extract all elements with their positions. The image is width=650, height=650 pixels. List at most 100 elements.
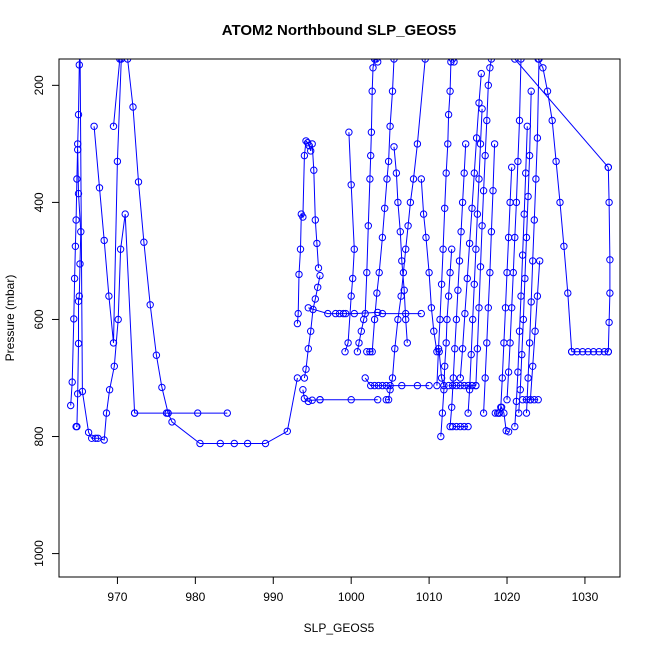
data-point [391, 345, 399, 353]
x-axis: 970 980 990 1000 1010 1020 1030 [107, 577, 599, 604]
data-point [368, 348, 376, 356]
data-point [331, 309, 340, 318]
data-point [324, 309, 332, 318]
data-point [487, 59, 496, 63]
data-point [508, 163, 516, 172]
data-point [438, 409, 447, 417]
series-line [475, 59, 492, 386]
data-point [109, 122, 118, 131]
data-point [481, 151, 489, 160]
data-point [372, 59, 380, 63]
series-line [356, 59, 379, 352]
data-point [152, 351, 161, 359]
data-point [146, 301, 154, 309]
data-point [417, 309, 425, 318]
data-point [522, 233, 531, 242]
data-point [299, 386, 307, 394]
data-point [388, 87, 397, 95]
data-point [436, 315, 444, 324]
data-point [316, 271, 324, 280]
data-point [455, 257, 464, 265]
data-point [508, 304, 516, 312]
data-point [479, 187, 488, 195]
data-point [196, 439, 204, 448]
data-point [71, 242, 80, 251]
data-point [67, 401, 75, 410]
data-point [310, 166, 318, 174]
data-point [363, 268, 371, 277]
data-point [367, 381, 375, 390]
data-point [383, 175, 391, 183]
data-point [516, 386, 524, 394]
data-point [448, 422, 457, 431]
data-point [449, 374, 457, 382]
data-point [400, 286, 408, 294]
data-point [84, 428, 93, 437]
data-point [296, 245, 305, 253]
data-point [475, 304, 483, 312]
data-point [448, 59, 457, 63]
series-line [70, 59, 136, 441]
data-point [357, 327, 365, 335]
data-point [475, 175, 483, 183]
data-point [512, 198, 521, 207]
data-point [102, 409, 111, 417]
data-point [413, 140, 422, 148]
x-tick-label: 1000 [338, 590, 365, 604]
series-line [386, 59, 426, 401]
data-point [130, 409, 139, 417]
chart-title: ATOM2 Northbound SLP_GEOS5 [222, 22, 456, 39]
data-point [361, 374, 369, 382]
data-point [452, 315, 461, 324]
series-line [364, 377, 430, 387]
data-point [531, 327, 539, 335]
data-point [140, 238, 148, 246]
data-point [302, 365, 310, 373]
data-point [532, 175, 540, 183]
series-line [514, 126, 528, 427]
x-axis-label: SLP_GEOS5 [304, 621, 375, 635]
data-point [476, 263, 485, 271]
series-line [436, 59, 455, 386]
data-point [307, 147, 315, 155]
data-point [373, 289, 381, 297]
series-line [506, 59, 522, 400]
data-point [568, 348, 576, 356]
data-point [543, 87, 552, 95]
data-point [589, 348, 598, 356]
data-point [419, 210, 428, 218]
data-point [460, 422, 468, 431]
data-point [406, 198, 415, 207]
series-line [308, 307, 422, 315]
plot-area [67, 59, 614, 448]
data-point [530, 216, 538, 224]
data-point [483, 116, 491, 125]
data-point [374, 59, 382, 66]
data-point [367, 128, 376, 136]
data-point [390, 143, 398, 151]
data-point [440, 386, 448, 394]
data-point [370, 381, 379, 390]
data-point [243, 439, 252, 448]
data-point [443, 315, 451, 324]
series-line [467, 108, 483, 414]
series-line [518, 91, 532, 414]
data-point [68, 378, 76, 386]
data-point [304, 345, 312, 353]
data-point [503, 396, 511, 404]
data-point [444, 140, 452, 148]
data-point [293, 374, 302, 382]
data-point [468, 381, 476, 390]
data-point [539, 64, 547, 72]
data-point [394, 198, 402, 207]
data-point [74, 146, 82, 154]
y-axis-label: Pressure (mbar) [3, 275, 17, 362]
data-point [341, 348, 349, 356]
data-point [478, 105, 486, 113]
data-point [294, 309, 302, 318]
data-point [223, 409, 232, 417]
data-point [74, 140, 82, 148]
series-line [440, 249, 453, 437]
data-point [437, 432, 445, 441]
data-point [109, 339, 118, 347]
